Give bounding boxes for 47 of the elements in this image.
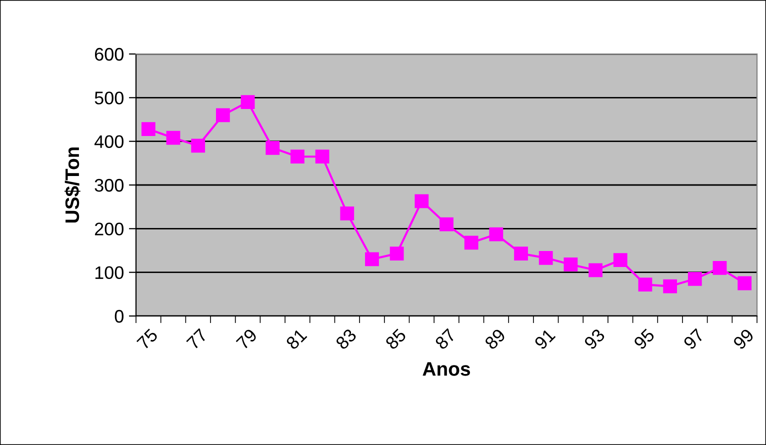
point — [688, 272, 702, 286]
x-tick-label: 97 — [682, 328, 705, 350]
y-tick-label: 100 — [95, 266, 124, 280]
point — [315, 150, 330, 164]
point — [191, 138, 206, 153]
point — [240, 95, 255, 109]
x-tick-label: 87 — [434, 328, 456, 350]
point — [340, 206, 354, 220]
point — [712, 261, 727, 275]
x-tick-label: 85 — [384, 328, 407, 350]
point — [663, 279, 678, 294]
x-tick-label: 81 — [285, 328, 308, 350]
point — [414, 194, 429, 208]
point — [489, 227, 504, 242]
point — [514, 246, 528, 260]
x-tick-label: 93 — [583, 328, 606, 350]
point — [266, 140, 280, 155]
y-tick-label: 300 — [94, 178, 124, 192]
point — [613, 253, 628, 268]
y-tick-label: 500 — [94, 92, 124, 104]
x-axis-title: Anos — [422, 362, 470, 376]
point — [166, 130, 180, 145]
point — [464, 236, 478, 250]
point — [440, 217, 454, 232]
point — [365, 252, 379, 266]
x-tick-label: 91 — [534, 328, 556, 350]
point — [390, 246, 404, 260]
y-tick-label: 600 — [94, 48, 124, 61]
y-tick-label: 400 — [94, 135, 124, 148]
y-tick-label: 200 — [94, 222, 124, 236]
point — [141, 122, 156, 136]
point — [738, 276, 752, 290]
x-tick-label: 77 — [186, 328, 208, 350]
point — [638, 278, 652, 292]
point — [588, 263, 602, 278]
x-tick-label: 79 — [236, 328, 258, 350]
x-tick-label: 95 — [633, 328, 656, 350]
x-tick-label: 75 — [136, 328, 158, 350]
y-tick-label: 0 — [114, 310, 124, 323]
x-tick-label: 99 — [732, 328, 755, 350]
point — [216, 108, 230, 122]
y-axis-title: US$/Ton — [64, 147, 80, 223]
x-tick-label: 89 — [484, 328, 506, 350]
x-tick-label: 83 — [334, 328, 358, 350]
point — [564, 258, 578, 272]
point — [538, 250, 553, 265]
point — [290, 150, 304, 164]
